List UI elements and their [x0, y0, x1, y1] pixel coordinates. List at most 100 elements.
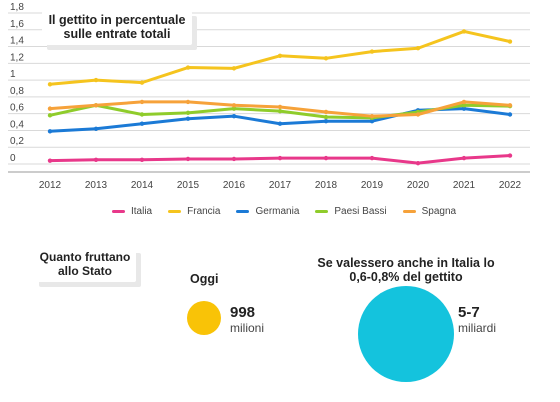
y-tick-label: 1	[10, 69, 16, 80]
data-point	[47, 158, 53, 163]
chart-series	[47, 29, 513, 166]
chart-title-box: Il gettito in percentuale sulle entrate …	[42, 11, 192, 45]
x-tick-label: 2020	[407, 180, 430, 191]
hypothetical-unit: miliardi	[458, 321, 497, 335]
data-point	[185, 99, 191, 105]
y-tick-label: 0,4	[10, 119, 24, 130]
data-point	[323, 56, 329, 61]
x-tick-label: 2019	[361, 180, 384, 191]
data-point	[277, 108, 283, 114]
legend-swatch	[236, 210, 250, 213]
legend-label: Paesi Bassi	[334, 206, 387, 217]
data-point	[369, 155, 375, 161]
hypothetical-value: 5-7	[458, 304, 480, 321]
legend-swatch	[112, 210, 125, 213]
data-point	[139, 112, 145, 117]
x-tick-label: 2013	[85, 180, 108, 191]
legend-label: Francia	[187, 206, 221, 217]
y-tick-label: 0,2	[10, 136, 24, 147]
data-point	[47, 129, 53, 134]
data-point	[507, 39, 513, 44]
data-point	[93, 77, 99, 83]
data-point	[415, 46, 421, 51]
y-tick-label: 1,4	[10, 36, 24, 47]
legend-swatch	[402, 210, 416, 213]
y-tick-label: 0	[10, 153, 16, 164]
data-point	[231, 103, 237, 108]
x-tick-label: 2016	[223, 180, 246, 191]
legend-item: Paesi Bassi	[315, 206, 387, 217]
y-tick-label: 1,2	[10, 52, 24, 63]
hypothetical-bubble	[358, 286, 454, 382]
data-point	[139, 157, 145, 163]
data-point	[507, 103, 513, 108]
y-tick-label: 0,6	[10, 103, 24, 114]
data-point	[93, 126, 99, 131]
x-axis-ticks: 2012 2013 2014 2015 2016 2017 2018 2019 2020 2021…	[39, 180, 522, 191]
data-point	[323, 155, 329, 161]
chart-legend: Italia Francia Germania Paesi Bassi Spagna	[112, 206, 456, 217]
legend-item: Germania	[236, 206, 299, 217]
legend-swatch	[168, 210, 182, 213]
y-axis-ticks: 0 0,2 0,4 0,6 0,8 1 1,2 1,4 1,6 1,8	[10, 2, 24, 164]
y-tick-label: 1,8	[10, 2, 24, 13]
data-point	[47, 106, 53, 111]
data-point	[369, 49, 375, 54]
data-point	[461, 106, 467, 111]
x-tick-label: 2015	[177, 180, 200, 191]
x-tick-label: 2017	[269, 180, 292, 191]
data-point	[47, 113, 53, 118]
legend-item: Francia	[168, 206, 220, 217]
data-point	[139, 99, 145, 105]
data-point	[185, 156, 191, 162]
data-point	[461, 99, 467, 105]
data-point	[415, 112, 421, 117]
data-point	[139, 80, 145, 85]
data-point	[323, 114, 329, 120]
today-label: Oggi	[190, 272, 219, 286]
data-point	[277, 155, 283, 161]
data-point	[231, 66, 237, 71]
y-tick-label: 1,6	[10, 19, 24, 30]
data-point	[277, 53, 283, 58]
data-point	[139, 121, 145, 126]
data-point	[415, 160, 421, 166]
data-point	[93, 157, 99, 163]
data-point	[507, 112, 513, 117]
today-bubble	[187, 301, 221, 335]
legend-label: Germania	[255, 206, 300, 217]
today-unit: milioni	[230, 321, 265, 335]
hypothetical-label: Se valessero anche in Italia lo 0,6-0,8%…	[317, 256, 495, 284]
data-point	[461, 103, 467, 108]
hypothetical-circle	[358, 286, 454, 382]
data-point	[185, 65, 191, 70]
data-point	[277, 121, 283, 126]
chart-title: Il gettito in percentuale sulle entrate …	[48, 13, 186, 41]
data-point	[461, 29, 467, 34]
data-point	[323, 109, 329, 115]
today-circle	[187, 301, 221, 335]
x-tick-label: 2014	[131, 180, 154, 191]
data-point	[369, 113, 375, 119]
data-point	[323, 119, 329, 124]
y-tick-label: 0,8	[10, 86, 24, 97]
x-tick-label: 2022	[499, 180, 522, 191]
today-value: 998	[230, 304, 256, 321]
summary-heading: Quanto fruttano allo Stato	[39, 250, 131, 278]
data-point	[507, 153, 513, 158]
summary-heading-box: Quanto fruttano allo Stato	[34, 248, 136, 282]
data-point	[277, 104, 283, 110]
legend-item: Spagna	[402, 206, 457, 217]
legend-label: Spagna	[421, 206, 457, 217]
data-point	[93, 103, 99, 108]
x-tick-label: 2021	[453, 180, 476, 191]
legend-item: Italia	[112, 206, 152, 217]
x-tick-label: 2018	[315, 180, 338, 191]
data-point	[369, 119, 375, 124]
legend-label: Italia	[131, 206, 153, 217]
data-point	[461, 155, 467, 161]
data-point	[47, 82, 53, 87]
x-tick-label: 2012	[39, 180, 62, 191]
data-point	[231, 106, 237, 111]
